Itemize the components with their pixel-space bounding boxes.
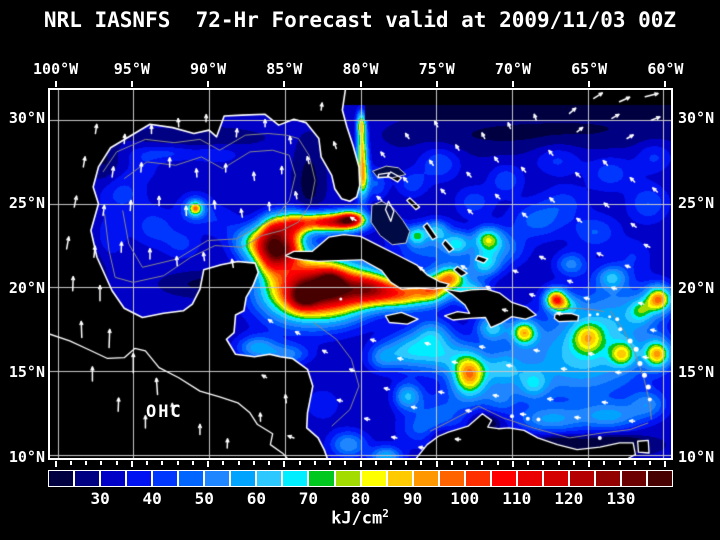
lon-axis-label: 80°W (342, 60, 379, 78)
colorbar-tick-label: 60 (246, 489, 266, 508)
colorbar-segment (516, 470, 543, 487)
colorbar-segment (308, 470, 335, 487)
lon-axis-label: 90°W (189, 60, 227, 78)
colorbar-tick-label: 110 (502, 489, 532, 508)
colorbar-segment (230, 470, 257, 487)
colorbar-unit: kJ/cm2 (260, 507, 460, 529)
colorbar-segment (621, 470, 648, 487)
colorbar-segment (256, 470, 283, 487)
colorbar-segment (542, 470, 569, 487)
lat-axis-label-right: 20°N (678, 278, 715, 297)
colorbar-segment (334, 470, 361, 487)
colorbar (48, 470, 674, 487)
map-canvas (50, 90, 671, 458)
colorbar-segment (438, 470, 465, 487)
colorbar-segment (386, 470, 413, 487)
colorbar-segment (74, 470, 101, 487)
colorbar-segment (282, 470, 309, 487)
lat-axis-label-left: 15°N (8, 363, 45, 382)
lat-axis-label-left: 30°N (8, 109, 45, 128)
map-frame: OHC (48, 88, 673, 460)
lon-axis-label: 70°W (494, 60, 531, 78)
colorbar-segment (126, 470, 153, 487)
colorbar-tick-label: 130 (606, 489, 636, 508)
colorbar-segment (647, 470, 674, 487)
lat-axis-label-left: 20°N (8, 278, 45, 297)
colorbar-segment (490, 470, 517, 487)
lon-axis-label: 100°W (33, 60, 79, 78)
colorbar-segment (360, 470, 387, 487)
colorbar-segment (152, 470, 179, 487)
figure-title: NRL IASNFS 72-Hr Forecast valid at 2009/… (43, 8, 677, 32)
colorbar-segment (568, 470, 595, 487)
colorbar-segment (48, 470, 75, 487)
lat-axis-label-right: 10°N (678, 447, 715, 466)
colorbar-tick-label: 40 (142, 489, 162, 508)
lon-axis-label: 85°W (266, 60, 303, 78)
colorbar-segment (100, 470, 127, 487)
colorbar-segment (204, 470, 231, 487)
colorbar-segment (178, 470, 205, 487)
lat-axis-label-left: 25°N (8, 193, 45, 212)
colorbar-unit-exponent: 2 (382, 507, 389, 520)
lat-axis-label-right: 30°N (678, 109, 715, 128)
colorbar-segment (594, 470, 622, 487)
colorbar-tick-label: 50 (194, 489, 214, 508)
colorbar-unit-text: kJ/cm (331, 508, 383, 529)
colorbar-tick-label: 30 (90, 489, 110, 508)
colorbar-tick-label: 120 (554, 489, 584, 508)
ohc-annotation: OHC (146, 402, 183, 422)
lat-axis-label-right: 25°N (678, 193, 715, 212)
colorbar-segment (464, 470, 491, 487)
colorbar-tick-label: 80 (350, 489, 371, 508)
lon-axis-label: 95°W (113, 60, 150, 78)
lat-axis-label-right: 15°N (678, 363, 715, 382)
lon-axis-label: 65°W (571, 60, 608, 78)
colorbar-tick-label: 90 (402, 489, 423, 508)
colorbar-tick-label: 100 (450, 489, 480, 508)
lat-axis-label-left: 10°N (8, 447, 45, 466)
lon-axis-label: 60°W (647, 60, 684, 78)
lon-axis-label: 75°W (418, 60, 455, 78)
colorbar-segment (412, 470, 439, 487)
colorbar-tick-label: 70 (298, 489, 319, 508)
